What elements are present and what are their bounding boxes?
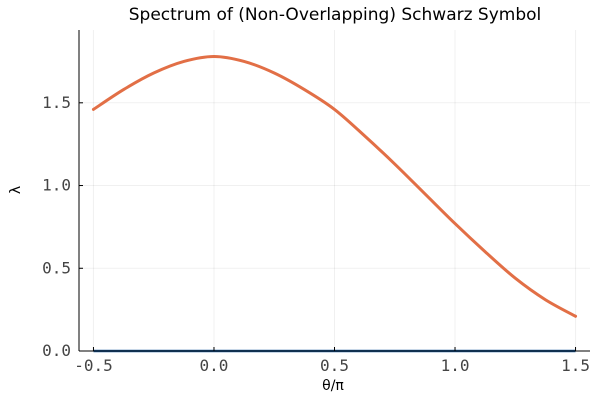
x-tick-label: 0.5	[320, 356, 349, 375]
y-tick-label: 0.0	[42, 341, 71, 360]
y-tick-label: 0.5	[42, 258, 71, 277]
series-line-1	[91, 54, 578, 318]
y-tick-label: 1.5	[42, 93, 71, 112]
y-tick-label: 1.0	[42, 176, 71, 195]
y-tick-labels: 0.0 0.5 1.0 1.5	[42, 93, 83, 360]
x-tick-label: 1.5	[561, 356, 590, 375]
x-tick-label: 0.0	[200, 356, 229, 375]
x-tick-label: -0.5	[74, 356, 113, 375]
x-tick-label: 1.0	[441, 356, 470, 375]
y-axis-label: λ	[8, 186, 24, 194]
x-axis-label: θ/π	[322, 378, 344, 394]
grid	[79, 30, 590, 352]
chart-title: Spectrum of (Non-Overlapping) Schwarz Sy…	[129, 5, 542, 25]
x-tick-labels: -0.5 0.0 0.5 1.0 1.5	[74, 347, 590, 375]
